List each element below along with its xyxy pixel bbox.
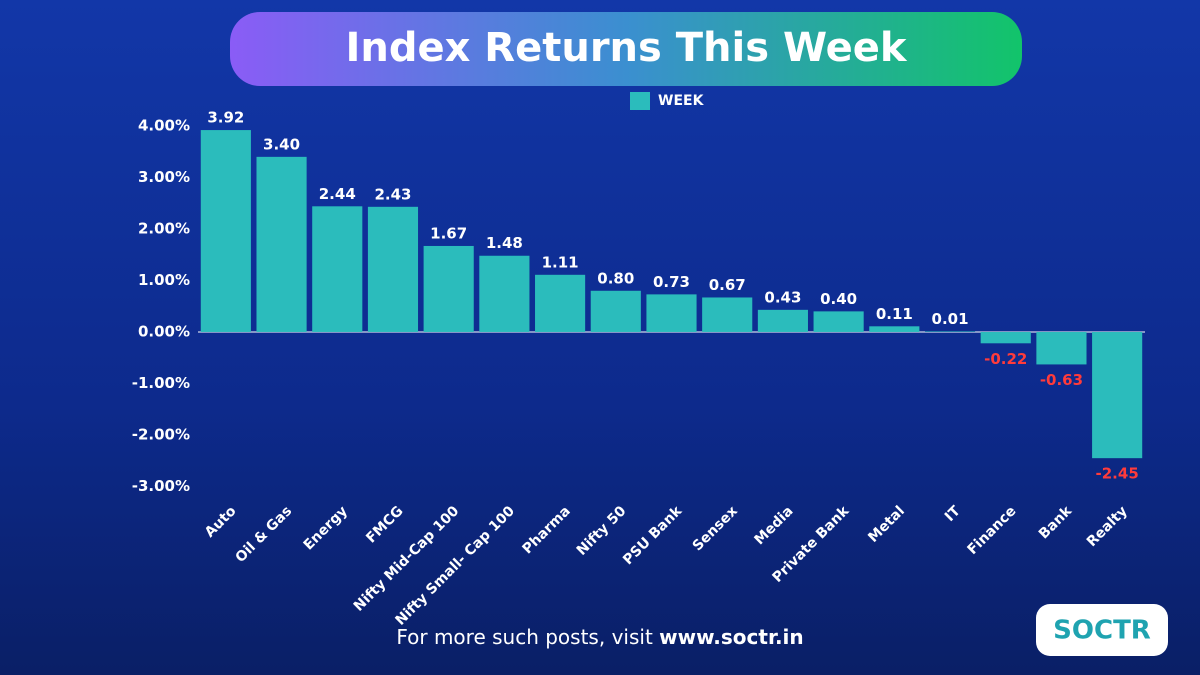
bar bbox=[256, 156, 307, 332]
value-label: 0.40 bbox=[820, 290, 857, 308]
y-tick-label: 3.00% bbox=[138, 168, 190, 186]
bar bbox=[757, 309, 808, 332]
legend-swatch bbox=[630, 92, 650, 110]
value-label: 0.43 bbox=[764, 288, 801, 306]
value-label: -2.45 bbox=[1096, 465, 1139, 483]
value-label: 0.80 bbox=[597, 269, 634, 287]
y-tick-label: 0.00% bbox=[138, 322, 190, 340]
bar bbox=[590, 290, 641, 332]
footer-text: For more such posts, visit bbox=[396, 625, 653, 649]
y-tick-label: -3.00% bbox=[132, 477, 190, 495]
y-tick-label: -1.00% bbox=[132, 374, 190, 392]
logo-box bbox=[1036, 604, 1168, 656]
legend-label: WEEK bbox=[658, 93, 705, 109]
footer: For more such posts, visit www.soctr.in bbox=[396, 625, 803, 649]
value-label: 0.01 bbox=[932, 310, 969, 328]
value-label: 0.67 bbox=[709, 276, 746, 294]
bar bbox=[980, 331, 1031, 344]
title-pill bbox=[230, 12, 1022, 86]
value-label: 3.40 bbox=[263, 135, 300, 153]
bar bbox=[813, 311, 864, 332]
bar bbox=[869, 326, 920, 332]
bar bbox=[1092, 331, 1143, 459]
bar bbox=[200, 130, 251, 332]
chart-title: Index Returns This Week bbox=[345, 25, 907, 71]
value-label: 1.67 bbox=[430, 224, 467, 242]
value-label: 1.11 bbox=[542, 253, 579, 271]
footer-link: www.soctr.in bbox=[659, 625, 804, 649]
bar bbox=[479, 255, 530, 332]
y-tick-label: 2.00% bbox=[138, 219, 190, 237]
y-tick-label: 4.00% bbox=[138, 116, 190, 134]
legend: WEEK bbox=[630, 92, 705, 110]
bar bbox=[646, 294, 697, 332]
bar bbox=[924, 331, 976, 332]
bar bbox=[312, 206, 363, 332]
value-label: -0.63 bbox=[1040, 371, 1083, 389]
bar bbox=[1036, 331, 1087, 365]
value-label: 2.43 bbox=[374, 185, 411, 203]
bar bbox=[702, 297, 753, 332]
value-label: 0.73 bbox=[653, 273, 690, 291]
y-tick-label: 1.00% bbox=[138, 271, 190, 289]
value-label: 0.11 bbox=[876, 305, 913, 323]
bar bbox=[535, 274, 586, 332]
bar bbox=[367, 206, 419, 332]
value-label: 3.92 bbox=[207, 109, 244, 127]
value-label: 2.44 bbox=[319, 185, 356, 203]
value-label: 1.48 bbox=[486, 234, 523, 252]
y-tick-label: -2.00% bbox=[132, 425, 190, 443]
value-label: -0.22 bbox=[984, 350, 1027, 368]
logo: SOCTR bbox=[1053, 616, 1151, 646]
bar bbox=[423, 245, 474, 332]
